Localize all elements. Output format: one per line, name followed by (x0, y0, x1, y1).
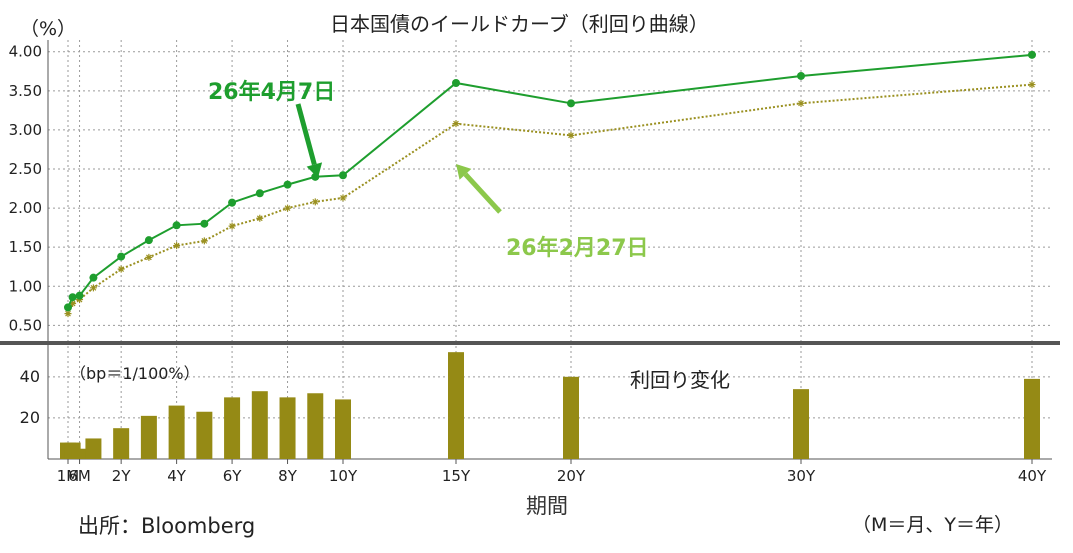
data-point (69, 293, 77, 301)
arrow-new (298, 104, 314, 164)
bar (563, 377, 579, 459)
data-point (284, 181, 292, 189)
data-point (200, 220, 208, 228)
data-point (145, 236, 153, 244)
bar (72, 449, 88, 459)
x-tick-label: 2Y (112, 467, 132, 485)
bar (448, 352, 464, 459)
data-point (798, 100, 805, 107)
bar (307, 393, 323, 459)
data-point (229, 223, 236, 230)
y-tick-label: 4.00 (9, 43, 42, 61)
data-point (118, 266, 125, 273)
change-chart-title: 利回り変化 (630, 364, 730, 393)
y-tick-label: 40 (20, 367, 40, 386)
x-tick-label: 15Y (442, 467, 471, 485)
data-point (89, 274, 97, 282)
bp-note: （bp＝1/100%） (70, 360, 200, 384)
arrow-old (465, 174, 500, 212)
annotation-old-date: 26年2月27日 (506, 230, 649, 262)
data-point (173, 242, 180, 249)
panel-divider (0, 341, 1060, 345)
data-point (797, 72, 805, 80)
series-2026-02-27 (65, 81, 1036, 317)
bar (224, 397, 240, 459)
y-tick-label: 2.50 (9, 160, 42, 178)
y-tick-label: 2.00 (9, 199, 42, 217)
y-tick-label: 3.00 (9, 121, 42, 139)
data-point (284, 205, 291, 212)
bar (280, 397, 296, 459)
bar (85, 438, 101, 459)
bar (252, 391, 268, 459)
data-point (145, 254, 152, 261)
data-point (568, 132, 575, 139)
x-tick-label: 4Y (167, 467, 187, 485)
x-tick-label: 6Y (223, 467, 243, 485)
y-tick-label: 1.50 (9, 238, 42, 256)
annotation-new-date: 26年4月7日 (208, 74, 335, 106)
data-point (256, 215, 263, 222)
annotation-arrows (298, 104, 500, 212)
x-tick-label: 6M (68, 467, 91, 485)
x-axis-label: 期間 (526, 490, 568, 520)
data-point (76, 292, 84, 300)
data-point (173, 221, 181, 229)
bar (113, 428, 129, 459)
x-tick-label: 30Y (787, 467, 816, 485)
top-grid (48, 40, 1052, 341)
data-point (117, 253, 125, 261)
series-line (68, 85, 1032, 314)
data-point (1028, 51, 1036, 59)
data-point (90, 284, 97, 291)
chart-title: 日本国債のイールドカーブ（利回り曲線） (330, 8, 709, 37)
bar (196, 412, 212, 459)
yield-change-bars (60, 352, 1040, 459)
data-point (228, 199, 236, 207)
data-point (452, 79, 460, 87)
x-tick-label: 20Y (557, 467, 586, 485)
data-point (453, 120, 460, 127)
x-tick-label: 40Y (1018, 467, 1047, 485)
data-point (340, 194, 347, 201)
data-point (339, 171, 347, 179)
data-point (201, 237, 208, 244)
data-point (567, 99, 575, 107)
x-tick-label: 10Y (329, 467, 358, 485)
y-tick-label: 20 (20, 408, 40, 427)
source-note: 出所：Bloomberg (78, 510, 255, 540)
y-tick-label: 3.50 (9, 82, 42, 100)
bar (793, 389, 809, 459)
bar (335, 399, 351, 459)
bar (141, 416, 157, 459)
data-point (256, 189, 264, 197)
bar (1024, 379, 1040, 459)
y-axis-unit: （%） (20, 14, 76, 41)
x-tick-label: 8Y (278, 467, 298, 485)
bar (169, 406, 185, 459)
abbreviation-note: （M＝月、Y＝年） (852, 510, 1013, 537)
data-point (1029, 81, 1036, 88)
data-point (64, 303, 72, 311)
y-tick-label: 0.50 (9, 316, 42, 334)
top-y-ticks: 0.50 1.00 1.50 2.00 2.50 3.00 3.50 4.00 (9, 43, 42, 335)
y-tick-label: 1.00 (9, 277, 42, 295)
data-point (312, 198, 319, 205)
